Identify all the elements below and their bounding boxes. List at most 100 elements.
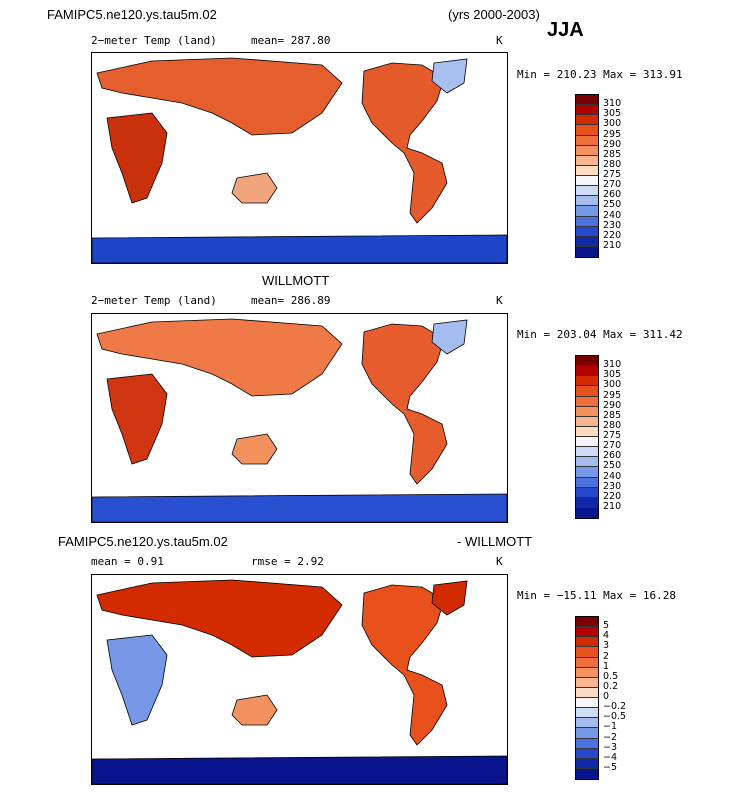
colorbar-tick-label: 3	[603, 640, 610, 652]
panel1-map-svg	[92, 57, 507, 263]
colorbar-swatch	[576, 497, 598, 508]
colorbar-tick-label: 250	[603, 460, 622, 472]
colorbar-swatch	[576, 216, 598, 227]
colorbar-tick-label: 270	[603, 179, 622, 191]
panel2-map-svg	[92, 318, 507, 522]
colorbar-diff	[575, 616, 599, 780]
land-australia	[231, 172, 278, 204]
colorbar-swatch	[576, 416, 598, 427]
colorbar-tick-label: 280	[603, 419, 622, 431]
colorbar-tick-label: 250	[603, 199, 622, 211]
colorbar-swatch	[576, 386, 598, 397]
colorbar-tick-label: 295	[603, 389, 622, 401]
colorbar-swatch	[576, 376, 598, 387]
colorbar-tick-label: 210	[603, 500, 622, 512]
colorbar-swatch	[576, 507, 598, 518]
panel3-rmse: rmse = 2.92	[251, 555, 324, 568]
panel2-minmax: Min = 203.04 Max = 311.42	[517, 328, 683, 341]
colorbar-swatch	[576, 667, 598, 678]
colorbar-tick-label: −1	[603, 721, 618, 733]
colorbar-tick-label: 305	[603, 108, 622, 120]
colorbar-tick-label: 285	[603, 148, 622, 160]
years-label: (yrs 2000-2003)	[448, 7, 540, 22]
colorbar-tick-label: 220	[603, 229, 622, 241]
colorbar-swatch	[576, 748, 598, 759]
colorbar-tick-label: 300	[603, 379, 622, 391]
colorbar-tick-label: 260	[603, 189, 622, 201]
colorbar-tick-label: 240	[603, 470, 622, 482]
land-eurasia	[96, 57, 343, 136]
land-americas	[361, 584, 448, 746]
colorbar-swatch	[576, 617, 598, 628]
colorbar-swatch	[576, 135, 598, 146]
land-africa	[106, 112, 168, 204]
colorbar-tick-label: 210	[603, 239, 622, 251]
land-greenland	[431, 319, 468, 355]
colorbar-tick-label: −5	[603, 761, 618, 773]
colorbar-swatch	[576, 738, 598, 749]
land-americas	[361, 62, 448, 224]
colorbar-tick-label: −2	[603, 731, 618, 743]
colorbar-tick-label: 2	[603, 650, 610, 662]
colorbar-tick-label: 0.5	[603, 670, 619, 682]
panel1-map	[91, 52, 508, 264]
panel1-mean: mean= 287.80	[251, 34, 331, 47]
colorbar-tick-label: 310	[603, 359, 622, 371]
colorbar-swatch	[576, 677, 598, 688]
colorbar-tick-label: 290	[603, 138, 622, 150]
colorbar-swatch	[576, 406, 598, 417]
colorbar-tick-label: 280	[603, 158, 622, 170]
panel3-map-svg	[92, 579, 507, 784]
colorbar-swatch	[576, 426, 598, 437]
colorbar-swatch	[576, 708, 598, 719]
panel1-units: K	[496, 34, 503, 47]
panel2-mean: mean= 286.89	[251, 294, 331, 307]
colorbar-swatch	[576, 356, 598, 367]
colorbar-tick-label: −3	[603, 741, 618, 753]
colorbar-swatch	[576, 155, 598, 166]
land-americas	[361, 323, 448, 485]
colorbar-tick-label: −4	[603, 751, 618, 763]
colorbar-swatch	[576, 246, 598, 257]
land-eurasia	[96, 579, 343, 658]
colorbar-tick-label: 270	[603, 440, 622, 452]
panel2-title: WILLMOTT	[262, 273, 330, 288]
panel3-mean: mean = 0.91	[91, 555, 164, 568]
colorbar-swatch	[576, 487, 598, 498]
colorbar-swatch	[576, 467, 598, 478]
colorbar-tick-label: 5	[603, 620, 610, 632]
panel2-map	[91, 313, 508, 523]
colorbar-swatch	[576, 165, 598, 176]
colorbar-swatch	[576, 105, 598, 116]
colorbar-swatch	[576, 698, 598, 709]
panel3-map	[91, 574, 508, 785]
colorbar-tick-label: 240	[603, 209, 622, 221]
colorbar-swatch	[576, 226, 598, 237]
colorbar-tick-label: 1	[603, 660, 610, 672]
colorbar-swatch	[576, 718, 598, 729]
land-australia	[231, 694, 278, 726]
land-antarctica	[92, 755, 507, 784]
colorbar-swatch	[576, 366, 598, 377]
colorbar-tick-label: 295	[603, 128, 622, 140]
colorbar-swatch	[576, 125, 598, 136]
colorbar-tick-label: 260	[603, 450, 622, 462]
land-australia	[231, 433, 278, 465]
colorbar-tick-label: 4	[603, 630, 610, 642]
colorbar-swatch	[576, 145, 598, 156]
colorbar-tick-label: 275	[603, 430, 622, 441]
land-antarctica	[92, 234, 507, 263]
colorbar-swatch	[576, 758, 598, 769]
colorbar-swatch	[576, 115, 598, 126]
panel1-variable: 2−meter Temp (land)	[91, 34, 217, 47]
land-africa	[106, 634, 168, 726]
colorbar-tick-label: 275	[603, 169, 622, 180]
colorbar-swatch	[576, 768, 598, 779]
panel3-units: K	[496, 555, 503, 568]
panel3-minmax: Min = −15.11 Max = 16.28	[517, 589, 676, 602]
colorbar-swatch	[576, 396, 598, 407]
colorbar-abs-1	[575, 94, 599, 258]
land-africa	[106, 373, 168, 465]
colorbar-swatch	[576, 637, 598, 648]
colorbar-tick-label: 300	[603, 118, 622, 130]
